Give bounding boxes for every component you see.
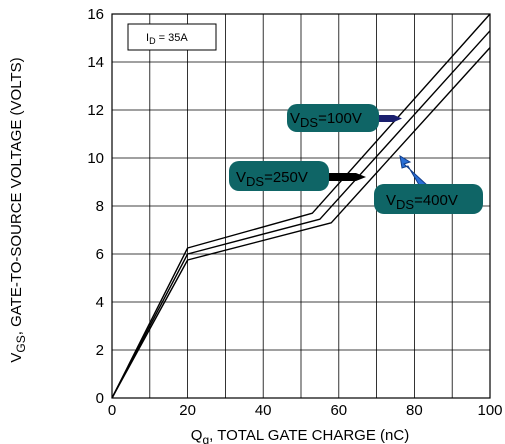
y-axis-title: VGS, GATE-TO-SOURCE VOLTAGE (VOLTS)	[8, 57, 28, 362]
y-tick-label: 2	[96, 342, 104, 359]
series-line-0	[111, 13, 491, 399]
annotation: ID = 35A	[127, 23, 217, 51]
y-tick-label: 4	[96, 294, 104, 311]
x-tick-label: 20	[179, 402, 196, 419]
y-tick-label: 10	[87, 150, 104, 167]
callout-100v-arrow	[374, 115, 402, 122]
callout-250v-box	[229, 161, 329, 191]
annotation-text: ID = 35A	[146, 32, 188, 46]
y-axis: 0 2 4 6 8 10 12 14 16	[87, 6, 104, 407]
x-tick-label: 80	[406, 402, 423, 419]
callout-400v-label: VDS=400V	[386, 192, 458, 212]
y-tick-label: 8	[96, 198, 104, 215]
callout-250v-arrow	[326, 173, 366, 181]
series-line-1	[111, 30, 491, 399]
series-line-2	[111, 47, 491, 399]
y-tick-label: 12	[87, 102, 104, 119]
x-axis-title: Qg, TOTAL GATE CHARGE (nC)	[191, 427, 409, 444]
x-tick-label: 60	[330, 402, 347, 419]
x-tick-label: 40	[255, 402, 272, 419]
x-axis: 0 20 40 60 80 100	[108, 402, 503, 419]
callout-400v: VDS=400V	[374, 184, 483, 214]
y-tick-label: 16	[87, 6, 104, 23]
callout-400v-box	[374, 184, 483, 214]
annotation-box	[127, 23, 217, 51]
y-tick-label: 6	[96, 246, 104, 263]
y-tick-label: 14	[87, 54, 104, 71]
callout-100v-box	[287, 104, 379, 132]
callout-100v: VDS=100V	[287, 104, 379, 132]
series-group	[111, 13, 491, 399]
y-tick-label: 0	[96, 390, 104, 407]
callout-arrows	[326, 115, 429, 191]
x-tick-label: 0	[108, 402, 116, 419]
plot-frame	[111, 13, 491, 399]
x-tick-label: 100	[477, 402, 502, 419]
callout-100v-label: VDS=100V	[290, 110, 362, 130]
callout-250v-label: VDS=250V	[236, 169, 308, 189]
callout-250v: VDS=250V	[229, 161, 329, 191]
